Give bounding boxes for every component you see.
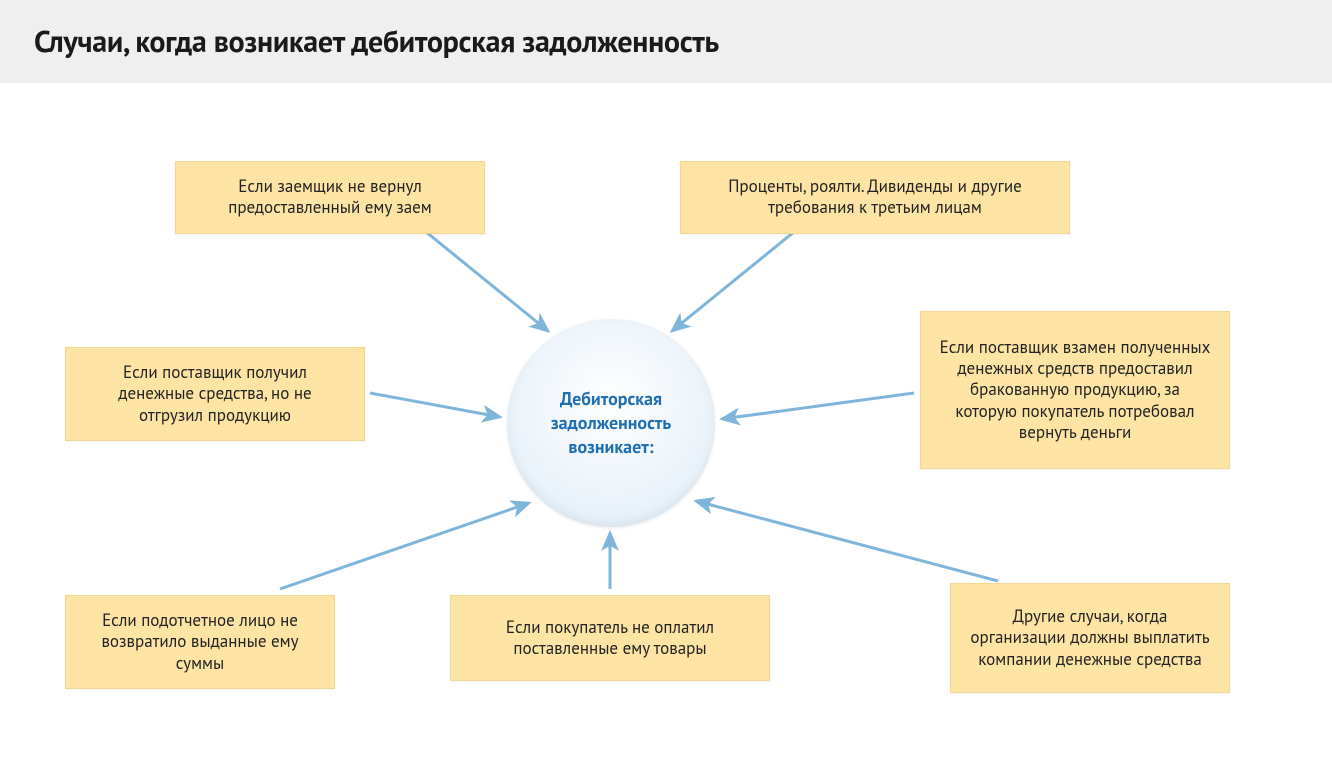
box-supplier-no-ship-label: Если поставщик получил денежные средства… xyxy=(84,362,346,426)
arrow xyxy=(420,227,548,331)
box-buyer-unpaid-label: Если покупатель не оплатил поставленные … xyxy=(469,617,751,660)
box-other: Другие случаи, когда организации должны … xyxy=(950,583,1230,693)
title-bar: Случаи, когда возникает дебиторская задо… xyxy=(0,0,1332,83)
box-other-label: Другие случаи, когда организации должны … xyxy=(969,606,1211,670)
diagram-canvas: Дебиторская задолженность возникает: Есл… xyxy=(0,103,1332,743)
page-title: Случаи, когда возникает дебиторская задо… xyxy=(34,22,1298,61)
arrow xyxy=(696,501,998,581)
box-loan: Если заемщик не вернул предоставленный е… xyxy=(175,161,485,234)
center-node: Дебиторская задолженность возникает: xyxy=(507,319,715,527)
box-royalty: Проценты, роялти. Дивиденды и другие тре… xyxy=(680,161,1070,234)
arrow xyxy=(280,503,529,589)
box-supplier-defect: Если поставщик взамен полученных денежны… xyxy=(920,311,1230,469)
box-supplier-defect-label: Если поставщик взамен полученных денежны… xyxy=(939,337,1211,443)
arrow xyxy=(672,227,800,331)
box-loan-label: Если заемщик не вернул предоставленный е… xyxy=(194,176,466,219)
arrow xyxy=(370,393,500,417)
arrow xyxy=(722,393,914,419)
center-label: Дебиторская задолженность возникает: xyxy=(551,387,671,460)
box-accountable-label: Если подотчетное лицо не возвратило выда… xyxy=(84,610,316,674)
box-supplier-no-ship: Если поставщик получил денежные средства… xyxy=(65,347,365,441)
box-buyer-unpaid: Если покупатель не оплатил поставленные … xyxy=(450,595,770,681)
box-accountable: Если подотчетное лицо не возвратило выда… xyxy=(65,595,335,689)
box-royalty-label: Проценты, роялти. Дивиденды и другие тре… xyxy=(699,176,1051,219)
